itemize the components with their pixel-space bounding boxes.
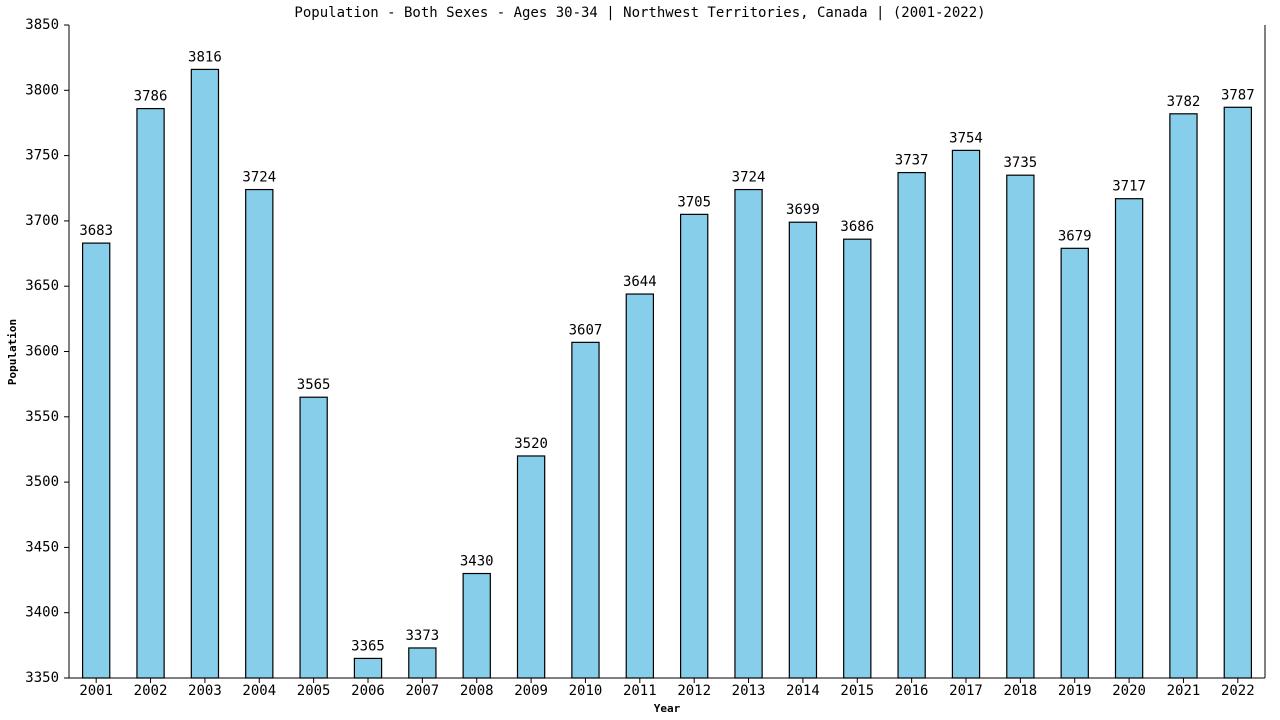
y-tick-label: 3500 [25,474,59,490]
x-tick-label: 2003 [188,683,222,699]
bar [1169,113,1198,679]
x-tick-label: 2017 [949,683,983,699]
y-tick-label: 3850 [25,17,59,33]
bar [353,657,383,679]
bar [190,68,220,679]
y-tick-label: 3650 [25,278,59,294]
bar [81,242,111,679]
x-tick-label: 2009 [514,683,548,699]
bar [136,107,165,679]
y-tick-label: 3700 [25,213,59,229]
x-tick-label: 2022 [1221,683,1255,699]
value-label: 3737 [895,153,929,169]
value-label: 3699 [786,202,820,218]
x-tick-label: 2012 [677,683,711,699]
value-label: 3724 [732,170,766,186]
x-tick-label: 2007 [406,683,440,699]
y-tick-label: 3450 [25,539,59,555]
x-tick-label: 2018 [1004,683,1038,699]
bar [843,238,872,679]
value-label: 3816 [188,49,222,65]
value-label: 3754 [949,130,983,146]
bar [951,149,981,679]
bar [734,188,763,679]
x-tick-label: 2008 [460,683,494,699]
y-axis-label: Population [6,319,19,385]
value-label: 3717 [1112,179,1146,195]
y-tick-label: 3400 [25,605,59,621]
value-label: 3520 [514,436,548,452]
value-label: 3787 [1221,87,1255,103]
bar [1223,106,1253,679]
x-tick-label: 2006 [351,683,385,699]
bar [245,188,274,679]
value-label: 3686 [840,219,874,235]
x-tick-label: 2016 [895,683,929,699]
x-tick-label: 2014 [786,683,820,699]
value-label: 3365 [351,638,385,654]
bar [408,647,437,679]
bar [299,396,328,679]
value-label: 3644 [623,274,657,290]
x-tick-label: 2013 [732,683,766,699]
x-tick-label: 2002 [134,683,168,699]
value-label: 3430 [460,554,494,570]
x-tick-label: 2005 [297,683,331,699]
value-label: 3786 [134,89,168,105]
bar [1060,247,1089,679]
x-tick-label: 2010 [569,683,603,699]
bar [788,221,818,679]
bar [625,293,655,679]
bar [1006,174,1035,679]
y-tick-label: 3750 [25,148,59,164]
x-tick-label: 2001 [79,683,113,699]
bar [571,341,600,679]
bar [679,213,709,679]
bar [516,455,546,679]
y-tick-label: 3800 [25,82,59,98]
y-tick-label: 3600 [25,344,59,360]
value-label: 3735 [1004,155,1038,171]
value-label: 3705 [677,194,711,210]
chart-title: Population - Both Sexes - Ages 30-34 | N… [294,5,985,21]
value-label: 3724 [242,170,276,186]
value-label: 3373 [406,628,440,644]
value-label: 3782 [1167,94,1201,110]
bar [897,171,926,679]
value-label: 3565 [297,377,331,393]
x-tick-label: 2020 [1112,683,1146,699]
x-tick-label: 2004 [242,683,276,699]
bar [1114,198,1144,679]
x-tick-label: 2021 [1167,683,1201,699]
value-label: 3607 [569,322,603,338]
y-tick-label: 3350 [25,670,59,686]
x-axis-label: Year [654,702,681,715]
x-tick-label: 2015 [840,683,874,699]
bar [462,572,491,679]
value-label: 3679 [1058,228,1092,244]
value-label: 3683 [79,223,113,239]
x-tick-label: 2019 [1058,683,1092,699]
y-tick-label: 3550 [25,409,59,425]
x-tick-label: 2011 [623,683,657,699]
